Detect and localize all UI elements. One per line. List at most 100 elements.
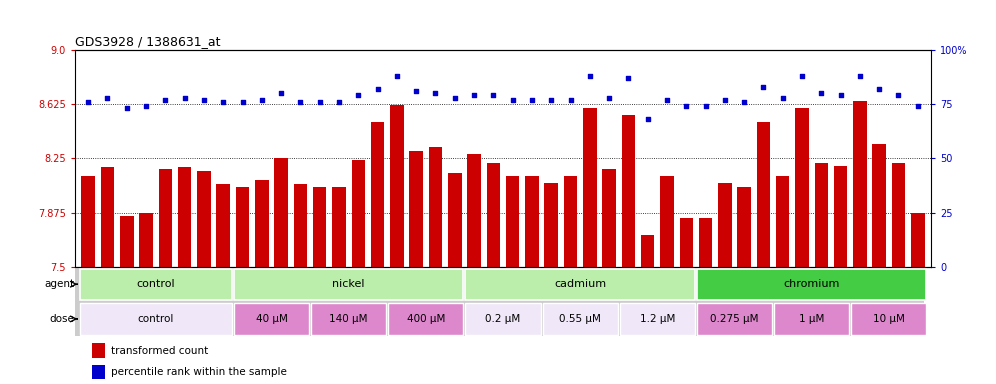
- Point: [293, 99, 309, 105]
- Point: [852, 73, 868, 79]
- Point: [736, 99, 752, 105]
- Bar: [872, 144, 885, 267]
- Bar: [834, 166, 848, 267]
- Point: [388, 73, 404, 79]
- Bar: [101, 167, 115, 267]
- Bar: [603, 169, 616, 267]
- Point: [466, 93, 482, 99]
- Point: [273, 90, 289, 96]
- Point: [833, 93, 849, 99]
- Bar: [852, 303, 926, 334]
- Point: [370, 86, 385, 92]
- Text: 1 μM: 1 μM: [799, 314, 825, 324]
- Bar: [525, 176, 539, 267]
- Text: cadmium: cadmium: [554, 279, 607, 289]
- Bar: [80, 303, 232, 334]
- Bar: [718, 183, 732, 267]
- Point: [814, 90, 830, 96]
- Point: [138, 103, 154, 109]
- Point: [215, 99, 231, 105]
- Bar: [234, 268, 463, 300]
- Point: [505, 97, 521, 103]
- Bar: [234, 303, 309, 334]
- Point: [659, 97, 675, 103]
- Point: [909, 103, 925, 109]
- Point: [775, 94, 791, 101]
- Bar: [80, 268, 232, 300]
- Point: [582, 73, 598, 79]
- Point: [890, 93, 906, 99]
- Point: [427, 90, 443, 96]
- Bar: [82, 176, 95, 267]
- Bar: [660, 176, 673, 267]
- Bar: [428, 147, 442, 267]
- Bar: [583, 108, 597, 267]
- Text: GDS3928 / 1388631_at: GDS3928 / 1388631_at: [75, 35, 220, 48]
- Bar: [506, 176, 519, 267]
- Point: [563, 97, 579, 103]
- Bar: [313, 187, 327, 267]
- Bar: [564, 176, 578, 267]
- Point: [755, 84, 771, 90]
- Point: [621, 75, 636, 81]
- Point: [794, 73, 810, 79]
- Bar: [311, 303, 386, 334]
- Bar: [757, 122, 770, 267]
- Point: [639, 116, 655, 122]
- Bar: [545, 183, 558, 267]
- Point: [485, 93, 501, 99]
- Point: [312, 99, 328, 105]
- Bar: [121, 216, 133, 267]
- Point: [254, 97, 270, 103]
- Bar: [697, 268, 926, 300]
- Bar: [640, 235, 654, 267]
- Text: dose: dose: [50, 314, 75, 324]
- Bar: [620, 303, 695, 334]
- Text: chromium: chromium: [784, 279, 840, 289]
- Point: [196, 97, 212, 103]
- Text: 1.2 μM: 1.2 μM: [639, 314, 675, 324]
- Text: nickel: nickel: [333, 279, 365, 289]
- Point: [697, 103, 713, 109]
- Text: 0.2 μM: 0.2 μM: [485, 314, 521, 324]
- Bar: [352, 160, 366, 267]
- Bar: [294, 184, 307, 267]
- Bar: [158, 169, 172, 267]
- Point: [235, 99, 251, 105]
- Point: [408, 88, 424, 94]
- Bar: [774, 303, 850, 334]
- Bar: [388, 303, 463, 334]
- Point: [524, 97, 540, 103]
- Bar: [815, 163, 828, 267]
- Bar: [776, 176, 790, 267]
- Bar: [737, 187, 751, 267]
- Point: [100, 94, 116, 101]
- Text: control: control: [136, 279, 175, 289]
- Text: control: control: [137, 314, 174, 324]
- Bar: [333, 187, 346, 267]
- Point: [447, 94, 463, 101]
- Bar: [467, 154, 481, 267]
- Bar: [139, 214, 152, 267]
- Point: [351, 93, 367, 99]
- Bar: [92, 365, 105, 379]
- Text: percentile rank within the sample: percentile rank within the sample: [111, 367, 287, 377]
- Bar: [409, 151, 423, 267]
- Bar: [448, 173, 461, 267]
- Bar: [92, 343, 105, 358]
- Bar: [679, 218, 693, 267]
- Bar: [274, 158, 288, 267]
- Bar: [891, 163, 905, 267]
- Point: [602, 94, 618, 101]
- Text: 140 μM: 140 μM: [330, 314, 368, 324]
- Bar: [465, 303, 541, 334]
- Text: agent: agent: [45, 279, 75, 289]
- Bar: [697, 303, 772, 334]
- Bar: [795, 108, 809, 267]
- Bar: [487, 163, 500, 267]
- Bar: [371, 122, 384, 267]
- Point: [872, 86, 887, 92]
- Bar: [197, 171, 211, 267]
- Text: 10 μM: 10 μM: [872, 314, 904, 324]
- Bar: [390, 105, 403, 267]
